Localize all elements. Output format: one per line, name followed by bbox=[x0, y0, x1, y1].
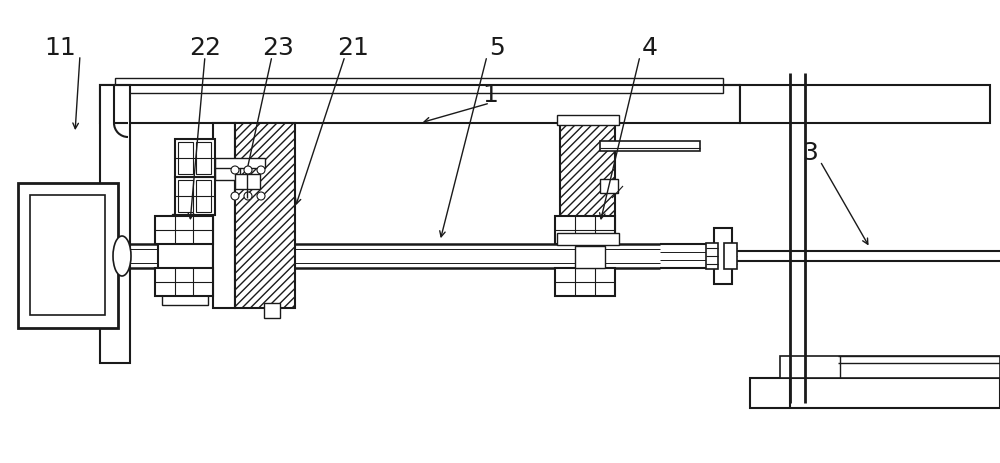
Bar bbox=[100, 85, 740, 123]
Bar bbox=[555, 216, 615, 244]
Bar bbox=[750, 378, 1000, 408]
Circle shape bbox=[231, 166, 239, 174]
Circle shape bbox=[244, 166, 252, 174]
Bar bbox=[175, 177, 215, 215]
Text: 23: 23 bbox=[262, 36, 294, 60]
Text: 4: 4 bbox=[642, 36, 658, 60]
Bar bbox=[215, 158, 265, 168]
Bar bbox=[264, 303, 280, 318]
Circle shape bbox=[257, 166, 265, 174]
Text: 21: 21 bbox=[337, 36, 369, 60]
Bar bbox=[175, 139, 215, 177]
Bar bbox=[178, 180, 193, 212]
Bar bbox=[560, 123, 615, 243]
Bar bbox=[557, 115, 619, 125]
Bar bbox=[724, 243, 737, 269]
Circle shape bbox=[231, 192, 239, 200]
Bar bbox=[158, 228, 213, 288]
Bar bbox=[155, 268, 213, 296]
Bar bbox=[115, 78, 723, 93]
Ellipse shape bbox=[113, 236, 131, 276]
Bar bbox=[213, 123, 235, 308]
Text: 22: 22 bbox=[189, 36, 221, 60]
Bar bbox=[172, 214, 197, 228]
Bar bbox=[100, 85, 130, 363]
Bar bbox=[557, 233, 619, 245]
Bar bbox=[235, 123, 295, 308]
Bar bbox=[555, 268, 615, 296]
Text: 11: 11 bbox=[44, 36, 76, 60]
Circle shape bbox=[244, 192, 252, 200]
Circle shape bbox=[257, 192, 265, 200]
Bar bbox=[575, 246, 605, 268]
Bar bbox=[196, 142, 211, 174]
Bar bbox=[714, 228, 732, 284]
Text: 3: 3 bbox=[802, 141, 818, 165]
Bar bbox=[740, 85, 990, 123]
Bar bbox=[30, 195, 105, 315]
Bar bbox=[600, 141, 700, 151]
Bar bbox=[780, 356, 1000, 378]
Text: 1: 1 bbox=[482, 83, 498, 107]
Bar bbox=[235, 174, 260, 189]
Bar bbox=[178, 142, 193, 174]
Bar bbox=[600, 179, 618, 193]
Bar bbox=[155, 216, 213, 244]
Text: 5: 5 bbox=[489, 36, 505, 60]
Bar bbox=[18, 183, 118, 328]
Bar bbox=[162, 285, 208, 305]
Bar bbox=[706, 243, 718, 269]
Bar bbox=[196, 180, 211, 212]
Bar bbox=[215, 160, 240, 180]
